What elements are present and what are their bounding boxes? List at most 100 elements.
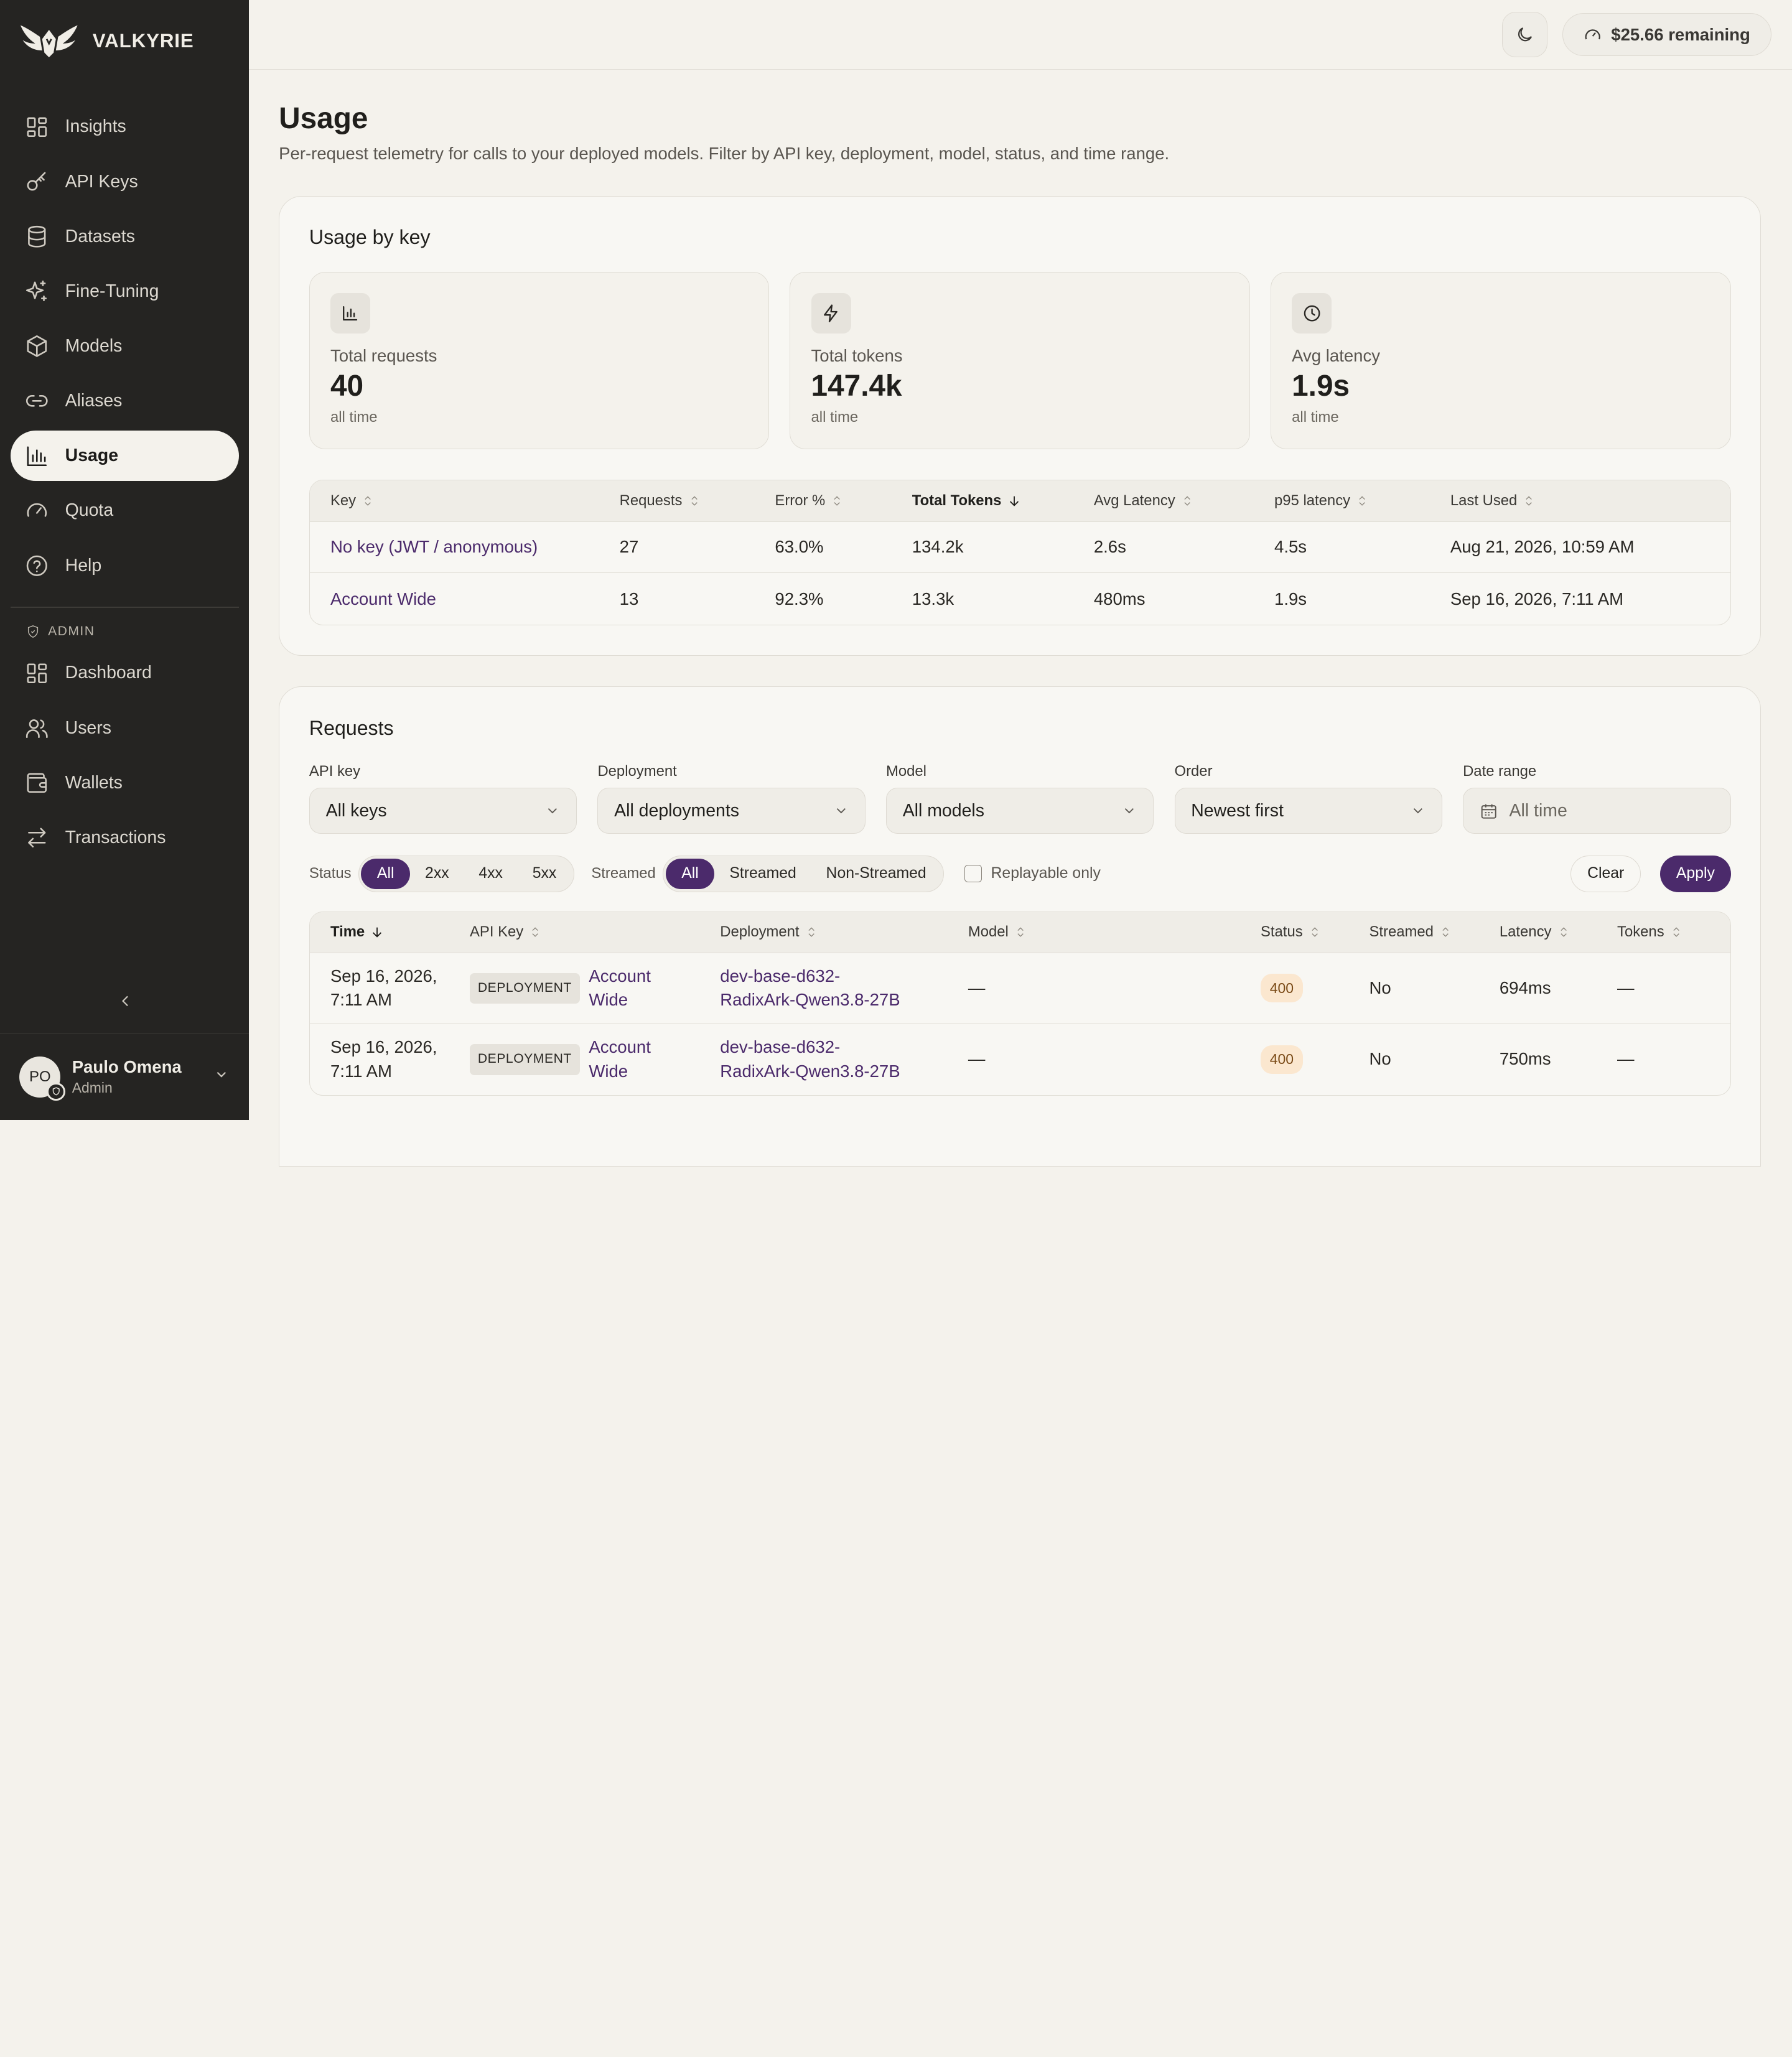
date-range-input[interactable]: All time <box>1463 788 1731 834</box>
sort-icon <box>365 496 371 506</box>
admin-label: ADMIN <box>48 623 95 638</box>
sidebar-item-usage[interactable]: Usage <box>10 431 239 482</box>
sidebar-item-insights[interactable]: Insights <box>11 101 239 152</box>
column-error-pct[interactable]: Error % <box>775 480 912 522</box>
stat-foot: all time <box>811 409 859 426</box>
topbar: $25.66 remaining <box>249 0 1792 70</box>
sidebar-item-wallets[interactable]: Wallets <box>11 758 239 808</box>
arrows-icon <box>28 828 46 848</box>
deployment-link[interactable]: dev-base-d632- RadixArk-Qwen3.8-27B <box>720 966 900 1010</box>
filter-order: Order Newest first <box>1174 763 1443 834</box>
filter-api-key: API key All keys <box>309 763 577 834</box>
column-p95-latency[interactable]: p95 latency <box>1274 480 1450 522</box>
sidebar-item-help[interactable]: Help <box>11 541 239 591</box>
sidebar-item-api-keys[interactable]: API Keys <box>11 157 239 207</box>
sidebar-item-aliases[interactable]: Aliases <box>11 376 239 426</box>
column-label: Status <box>1261 923 1303 941</box>
table-row[interactable]: Sep 16, 2026, 7:11 AM DEPLOYMENT Account Wi… <box>309 953 1730 1024</box>
status-segmented-control: All 2xx 4xx 5xx <box>358 855 574 892</box>
streamed-option-non-streamed[interactable]: Non-Streamed <box>826 865 926 882</box>
sidebar-item-label: Insights <box>65 116 126 137</box>
user-menu[interactable]: PO Paulo Omena Admin <box>0 1033 250 1120</box>
api-key-link[interactable]: Account Wide <box>589 1037 651 1081</box>
cell-p95-latency: 1.9s <box>1274 589 1307 609</box>
api-key-link[interactable]: Account Wide <box>589 966 651 1010</box>
streamed-option-all[interactable]: All <box>665 858 715 889</box>
database-icon <box>28 225 46 248</box>
bar-chart-icon <box>27 446 47 466</box>
filter-date-range: Date range All time <box>1463 763 1731 834</box>
sidebar-item-dashboard[interactable]: Dashboard <box>11 648 239 698</box>
chevron-down-icon <box>1124 808 1134 814</box>
avatar: PO <box>19 1056 65 1101</box>
admin-badge-icon <box>47 1082 65 1101</box>
sidebar-item-datasets[interactable]: Datasets <box>11 212 239 262</box>
sidebar-item-models[interactable]: Models <box>11 321 239 371</box>
sort-icon <box>808 927 814 938</box>
calendar-icon <box>1481 804 1496 819</box>
api-key-select[interactable]: All keys <box>309 788 577 834</box>
table-row[interactable]: Account Wide 13 92.3% 13.3k 480ms 1.9s S… <box>310 573 1730 625</box>
replayable-only-checkbox[interactable]: Replayable only <box>964 865 1101 882</box>
status-option-2xx[interactable]: 2xx <box>425 865 449 882</box>
column-model[interactable]: Model <box>968 912 1261 953</box>
column-last-used[interactable]: Last Used <box>1450 480 1730 522</box>
brand[interactable]: VALKYRIE <box>0 0 249 82</box>
sidebar: VALKYRIE Insights API Keys Datasets Fine… <box>0 0 250 1120</box>
checkbox-box[interactable] <box>964 865 982 882</box>
column-status[interactable]: Status <box>1261 912 1370 953</box>
clear-button[interactable]: Clear <box>1570 855 1641 892</box>
bar-chart-icon <box>330 293 371 334</box>
collapse-sidebar-button[interactable] <box>112 987 139 1015</box>
column-tokens[interactable]: Tokens <box>1617 912 1730 953</box>
column-latency[interactable]: Latency <box>1499 912 1618 953</box>
column-avg-latency[interactable]: Avg Latency <box>1093 480 1275 522</box>
deployment-select[interactable]: All deployments <box>597 788 866 834</box>
status-option-all[interactable]: All <box>361 858 411 889</box>
column-key[interactable]: Key <box>309 480 620 522</box>
cell-model: — <box>968 953 1261 1024</box>
help-circle-icon <box>27 555 48 576</box>
apply-button[interactable]: Apply <box>1660 855 1731 892</box>
column-deployment[interactable]: Deployment <box>720 912 968 953</box>
stat-total-requests: Total requests 40 all time <box>309 272 770 449</box>
table-row[interactable]: No key (JWT / anonymous) 27 63.0% 134.2k… <box>309 522 1730 574</box>
column-label: Latency <box>1499 923 1552 941</box>
sidebar-item-label: Usage <box>65 445 119 466</box>
sidebar-divider <box>10 607 239 609</box>
column-requests[interactable]: Requests <box>619 480 775 522</box>
key-link[interactable]: No key (JWT / anonymous) <box>330 537 538 557</box>
order-select[interactable]: Newest first <box>1174 788 1443 834</box>
grid-icon <box>27 117 47 137</box>
sidebar-item-fine-tuning[interactable]: Fine-Tuning <box>11 266 239 317</box>
column-label: Model <box>968 923 1009 941</box>
credit-remaining-button[interactable]: $25.66 remaining <box>1562 12 1771 57</box>
status-option-4xx[interactable]: 4xx <box>478 865 503 882</box>
column-time[interactable]: Time <box>309 912 470 953</box>
sidebar-item-quota[interactable]: Quota <box>11 486 239 536</box>
column-api-key[interactable]: API Key <box>470 912 721 953</box>
model-select[interactable]: All models <box>885 788 1154 834</box>
sort-icon <box>1442 927 1449 938</box>
theme-toggle-button[interactable] <box>1501 11 1548 58</box>
sidebar-item-users[interactable]: Users <box>11 703 239 753</box>
cell-latency: 694ms <box>1499 953 1618 1024</box>
key-link[interactable]: Account Wide <box>330 589 436 609</box>
cell-time: Sep 16, 2026, 7:11 AM <box>309 953 470 1024</box>
status-option-5xx[interactable]: 5xx <box>532 865 557 882</box>
stat-avg-latency: Avg latency 1.9s all time <box>1271 272 1731 449</box>
arrow-down-icon <box>1009 496 1019 506</box>
cell-deployment: dev-base-d632- RadixArk-Qwen3.8-27B <box>720 953 968 1024</box>
streamed-option-streamed[interactable]: Streamed <box>729 865 796 882</box>
page-title: Usage <box>279 102 368 136</box>
usage-by-key-card: Usage by key Total requests 40 all time … <box>279 195 1762 656</box>
table-row[interactable]: Sep 16, 2026, 7:11 AM DEPLOYMENT Account Wi… <box>310 1024 1730 1095</box>
card-title: Usage by key <box>309 226 431 249</box>
column-streamed[interactable]: Streamed <box>1369 912 1500 953</box>
admin-section-label: ADMIN <box>0 624 249 639</box>
sidebar-item-label: Wallets <box>65 772 123 793</box>
sidebar-item-label: Transactions <box>65 827 166 847</box>
deployment-link[interactable]: dev-base-d632- RadixArk-Qwen3.8-27B <box>720 1037 900 1081</box>
column-total-tokens[interactable]: Total Tokens <box>912 480 1094 522</box>
sidebar-item-transactions[interactable]: Transactions <box>11 813 239 863</box>
